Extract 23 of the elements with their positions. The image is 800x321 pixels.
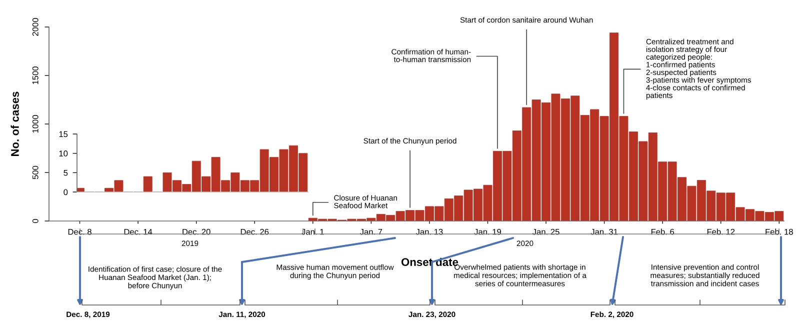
x-tick-label: Jan. 1: [302, 228, 324, 235]
y-axis-title: No. of cases: [10, 92, 19, 156]
x-tick-label: Dec. 8: [68, 228, 92, 235]
y-tick-label: 15: [59, 131, 68, 138]
x-tick-label: Jan. 31: [590, 228, 618, 235]
x-tick-label: Feb. 6: [651, 228, 674, 235]
y-tick-label: 0: [64, 189, 68, 196]
y-tick-label: 500: [32, 166, 38, 180]
x-tick-label: Jan. 13: [416, 228, 443, 235]
x-tick-label: Dec. 26: [240, 228, 269, 235]
y-tick-label: 0: [32, 219, 38, 223]
y-tick-label: 10: [59, 150, 68, 156]
x-tick-label: Dec. 20: [182, 228, 210, 235]
x-tick-label: Jan. 7: [360, 228, 382, 235]
x-tick-label: Dec. 14: [124, 228, 152, 235]
y-tick-label: 1000: [32, 115, 38, 133]
x-tick-label: Feb. 12: [707, 228, 735, 235]
x-tick-label: Jan. 25: [532, 228, 560, 235]
y-tick-label: 2000: [32, 18, 38, 36]
x-tick-label: Jan. 19: [474, 228, 502, 235]
y-tick-label: 5: [64, 170, 68, 176]
x-tick-label: Feb. 18: [766, 228, 793, 235]
y-tick-label: 1500: [32, 66, 38, 84]
